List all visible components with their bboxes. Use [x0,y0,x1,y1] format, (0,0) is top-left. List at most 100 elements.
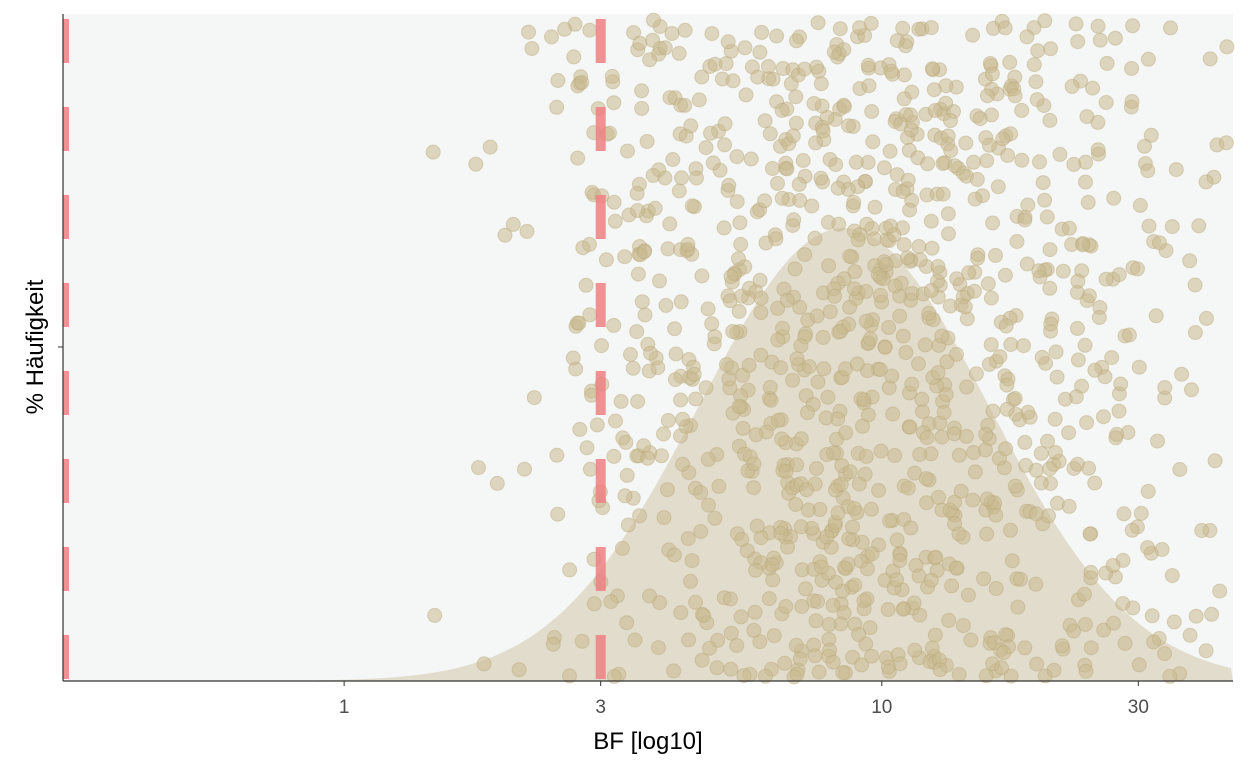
data-point [871,483,887,498]
data-point [1157,380,1173,395]
data-point [736,668,752,684]
data-point [920,156,936,172]
data-point [1026,57,1042,73]
data-point [656,426,671,442]
data-point [768,231,784,247]
data-point [949,346,964,362]
data-point [1168,162,1184,178]
data-point [747,604,763,620]
data-point [935,186,951,202]
data-point [946,426,962,442]
data-point [1116,506,1132,522]
data-point [646,12,661,28]
data-point [867,199,883,215]
data-point [1078,663,1094,679]
data-point [809,308,825,324]
data-point [761,591,777,607]
data-point [930,365,946,381]
data-point [723,661,739,677]
data-point [1039,209,1055,225]
data-point [907,642,923,658]
data-point [630,266,646,282]
data-point [947,516,963,532]
data-point [489,475,505,491]
data-point [854,657,870,673]
data-point [1049,369,1065,385]
data-point [639,134,655,149]
data-point [737,40,753,56]
data-point [785,128,801,144]
data-point [923,213,939,229]
data-point [967,464,983,480]
data-point [1029,656,1045,672]
data-point [968,366,984,382]
data-point [733,236,749,252]
data-point [911,239,927,254]
data-point [998,627,1014,643]
data-point [753,290,769,306]
data-point [1098,95,1114,110]
data-point [923,20,939,36]
data-point [856,593,872,609]
data-point [895,328,911,344]
data-point [640,450,656,466]
data-point [671,45,687,61]
data-point [566,49,582,65]
data-point [693,524,709,539]
data-point [880,602,896,617]
data-point [810,374,826,390]
x-tick-label: 3 [595,697,606,718]
data-point [1040,433,1055,449]
data-point [1204,606,1220,622]
data-point [517,461,532,477]
data-point [677,22,693,38]
data-point [1133,505,1149,521]
data-point [1081,460,1097,476]
data-point [792,299,808,315]
data-point [1016,338,1031,354]
data-point [835,665,851,681]
data-point [861,78,877,94]
data-point [800,405,815,421]
data-point [1070,352,1086,368]
data-point [810,594,826,609]
data-point [677,97,693,113]
data-point [769,28,785,44]
data-point [903,520,919,536]
data-point [549,99,565,115]
data-point [606,317,622,333]
data-point [707,329,723,345]
data-point [702,640,717,656]
data-point [958,135,974,151]
data-point [999,401,1015,417]
data-point [967,191,983,207]
data-point [849,356,865,372]
data-point [825,654,841,670]
data-point [1043,41,1059,57]
data-point [778,599,794,614]
data-point [673,392,689,408]
data-point [927,103,943,118]
data-point [1090,114,1106,130]
data-point [884,368,900,384]
data-point [907,465,923,481]
data-point [627,632,643,648]
data-point [671,183,687,199]
data-point [883,218,899,234]
data-point [1143,127,1159,143]
data-point [764,161,780,176]
data-point [873,287,888,303]
data-point [717,116,733,132]
data-point [607,213,623,229]
data-point [873,443,889,459]
data-point [701,497,716,513]
data-point [613,394,629,409]
data-point [902,419,918,435]
data-point [598,252,614,268]
data-point [623,347,638,362]
data-point [1090,18,1106,34]
data-point [1085,80,1101,96]
data-point [981,137,997,153]
data-point [859,216,875,232]
data-point [1031,263,1047,279]
